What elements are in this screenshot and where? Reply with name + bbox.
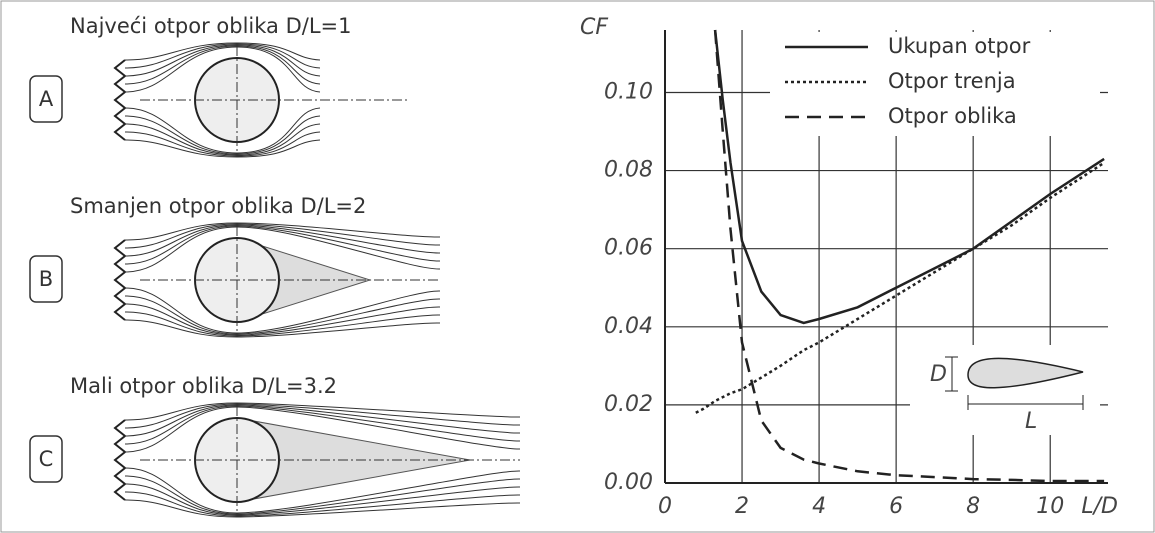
- diagram-title: Mali otpor oblika D/L=3.2: [70, 374, 337, 398]
- streamline: [124, 42, 321, 61]
- streamline: [124, 405, 521, 445]
- legend-label: Ukupan otpor: [888, 34, 1031, 58]
- streamline: [124, 295, 441, 335]
- streamline: [124, 491, 521, 517]
- inflow: [113, 59, 127, 141]
- label-box: [29, 75, 63, 123]
- y-tick-label: 0.02: [604, 392, 653, 417]
- streamline: [124, 402, 521, 421]
- x-tick-label: 0: [658, 494, 672, 519]
- streamline: [124, 403, 521, 429]
- streamline: [124, 225, 441, 265]
- label-box: [29, 255, 63, 303]
- streamline: [124, 115, 321, 155]
- streamline: [124, 43, 321, 69]
- inflow: [113, 419, 127, 501]
- diagram-title: Najveći otpor oblika D/L=1: [70, 14, 351, 38]
- streamline: [124, 123, 321, 156]
- streamline: [124, 303, 441, 336]
- streamline: [124, 223, 441, 249]
- inflow: [113, 239, 127, 321]
- label-box: [29, 435, 63, 483]
- streamline: [124, 406, 521, 453]
- streamline: [124, 287, 441, 334]
- series-line: [713, 29, 1105, 483]
- series-line: [695, 161, 1105, 414]
- diagram-label: C: [39, 447, 54, 471]
- streamline: [124, 224, 441, 257]
- streamline: [124, 404, 521, 437]
- annotation: L: [1025, 409, 1037, 434]
- legend-label: Otpor oblika: [888, 104, 1017, 128]
- diagram-label: B: [39, 267, 53, 291]
- streamline: [124, 139, 321, 158]
- x-tick-label: 6: [889, 494, 903, 519]
- x-tick-label: 10: [1036, 494, 1064, 519]
- y-tick-label: 0.10: [604, 79, 653, 104]
- streamline: [124, 475, 521, 515]
- y-tick-label: 0.06: [604, 236, 653, 261]
- series-line: [713, 29, 1105, 325]
- x-tick-label: 2: [735, 494, 749, 519]
- airfoil: [967, 357, 1084, 389]
- streamline: [124, 319, 441, 338]
- y-tick-label: 0.04: [604, 314, 653, 339]
- y-tick-label: 0.08: [604, 158, 653, 183]
- legend-label: Otpor trenja: [888, 69, 1016, 93]
- streamline: [124, 131, 321, 157]
- chart: 0.00 0.02 0.04 0.06 0.08 0.10 0 2 4 6 8 10 CF L/D Ukup…: [580, 15, 1118, 519]
- streamline: [124, 499, 521, 518]
- diagrams: Najveći otpor oblika D/L=1 A Smanjen otpor…: [29, 14, 521, 518]
- y-tick-label: 0.00: [604, 470, 653, 495]
- x-tick-label: 8: [966, 494, 980, 519]
- streamline: [124, 222, 441, 241]
- streamline: [124, 311, 441, 337]
- x-axis-label: L/D: [1081, 494, 1118, 519]
- y-axis-label: CF: [580, 15, 608, 40]
- streamline: [124, 467, 521, 514]
- streamline: [124, 44, 321, 77]
- legend-bg: [770, 32, 1100, 136]
- streamline: [124, 107, 321, 154]
- dim-d: [945, 356, 958, 392]
- dim-l: [967, 395, 1084, 410]
- annotation: D: [930, 362, 947, 387]
- streamline: [124, 483, 521, 516]
- x-tick-label: 4: [812, 494, 826, 519]
- diagram-label: A: [39, 87, 54, 111]
- diagram-title: Smanjen otpor oblika D/L=2: [70, 194, 366, 218]
